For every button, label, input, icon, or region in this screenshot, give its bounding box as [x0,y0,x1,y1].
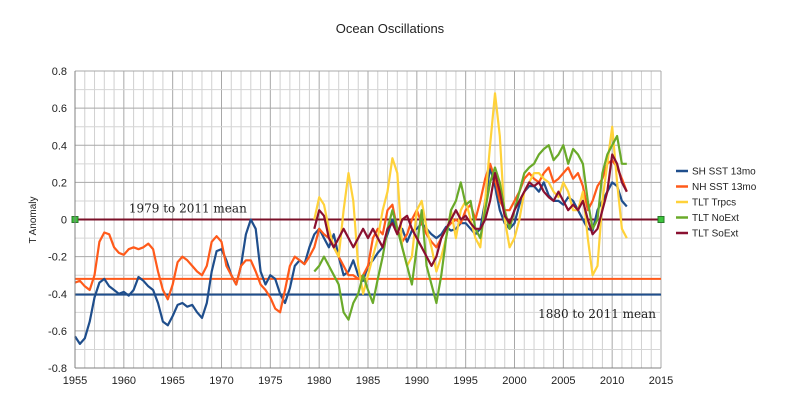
y-axis-label: T Anomaly [28,196,39,243]
series-line [313,134,627,321]
legend: SH SST 13mo NH SST 13mo TLT Trpcs TLT NoExt… [676,167,757,240]
x-tick-label: 1985 [356,375,380,387]
x-tick-label: 2005 [551,375,575,387]
x-tick-label: 1970 [209,375,233,387]
series-group [74,92,628,345]
x-tick-label: 1960 [112,375,136,387]
legend-entry: SH SST 13mo [692,167,756,178]
legend-entry: TLT NoExt [692,213,739,224]
y-tick-label: 0.6 [52,103,67,115]
legend-entry: TLT Trpcs [692,198,736,209]
annotations: 1979 to 2011 mean 1880 to 2011 mean [129,201,656,321]
x-tick-label: 1980 [307,375,331,387]
x-tick-label: 2010 [600,375,624,387]
y-tick-label: -0.4 [48,289,67,301]
tick-labels: 1955 1960 1965 1970 1975 1980 1985 1990 1995 2000… [48,66,673,387]
chart-title: Ocean Oscillations [336,21,445,36]
y-tick-label: -0.2 [48,252,67,264]
x-tick-label: 1990 [405,375,429,387]
y-tick-label: -0.8 [48,363,67,375]
series-line [74,159,628,314]
zero-line-marker-right [657,216,665,223]
x-tick-label: 2015 [649,375,673,387]
y-tick-label: -0.6 [48,326,67,338]
y-tick-label: 0.2 [52,177,67,189]
x-tick-label: 1965 [160,375,184,387]
x-tick-label: 1955 [63,375,87,387]
legend-entry: NH SST 13mo [692,182,757,193]
y-tick-label: 0.4 [52,140,67,152]
legend-entry: TLT SoExt [692,229,739,240]
annotation-text: 1880 to 2011 mean [538,307,656,321]
series-line [313,153,628,267]
x-tick-label: 2000 [502,375,526,387]
y-tick-label: 0.8 [52,66,67,78]
axes [74,71,661,369]
x-tick-label: 1995 [453,375,477,387]
x-tick-label: 1975 [258,375,282,387]
series-line [313,92,628,295]
series-line [74,166,628,345]
y-tick-label: 0 [61,215,67,227]
annotation-text: 1979 to 2011 mean [129,201,247,215]
